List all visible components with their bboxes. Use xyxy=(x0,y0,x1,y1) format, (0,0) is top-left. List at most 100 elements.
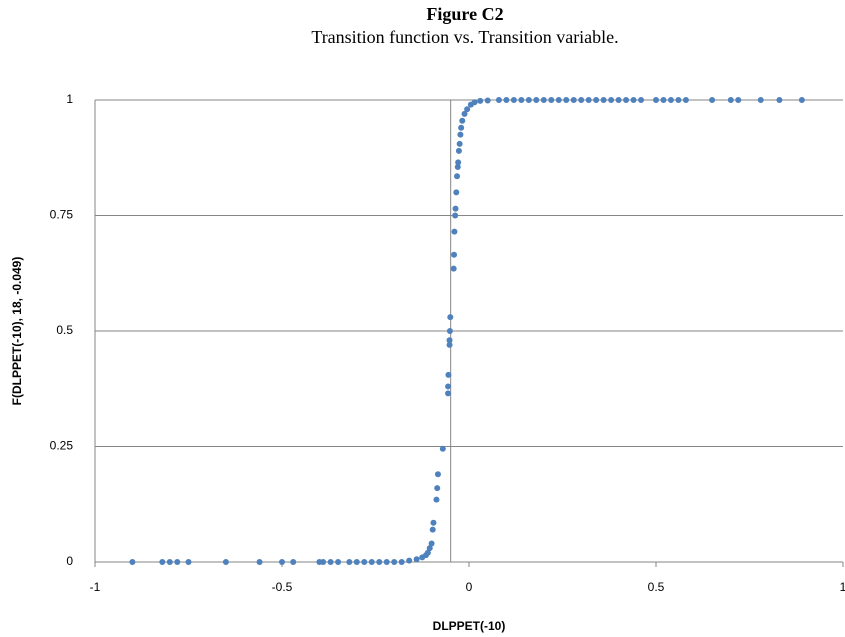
point xyxy=(682,97,689,103)
point xyxy=(495,97,502,103)
point xyxy=(447,314,454,321)
point xyxy=(540,97,547,103)
point xyxy=(459,117,466,124)
point xyxy=(461,110,468,117)
point xyxy=(430,519,437,526)
point xyxy=(484,97,491,104)
point xyxy=(434,471,441,478)
point xyxy=(327,559,334,565)
point xyxy=(450,265,457,272)
point xyxy=(433,496,440,503)
point xyxy=(452,212,459,219)
point xyxy=(445,390,452,397)
point xyxy=(757,97,764,103)
point xyxy=(279,559,285,565)
point xyxy=(424,549,431,556)
point xyxy=(585,97,592,103)
y-tick-label: 0.25 xyxy=(50,439,74,453)
chart-title: Figure C2 xyxy=(426,4,503,24)
point xyxy=(335,559,342,565)
point xyxy=(600,97,607,103)
point xyxy=(563,97,570,103)
point xyxy=(129,559,136,565)
point xyxy=(555,97,562,103)
point xyxy=(455,147,462,154)
point xyxy=(608,97,615,103)
point xyxy=(185,559,192,565)
point xyxy=(548,97,555,103)
point xyxy=(290,559,297,565)
point xyxy=(406,557,413,564)
point xyxy=(159,559,166,565)
point xyxy=(434,485,441,492)
point xyxy=(675,97,682,103)
point xyxy=(446,328,453,334)
point xyxy=(166,559,173,565)
point xyxy=(518,97,525,103)
point xyxy=(439,445,446,452)
point xyxy=(510,97,517,103)
x-axis-label: DLPPET(-10) xyxy=(433,619,506,633)
point xyxy=(454,173,461,180)
x-tick-label: 1 xyxy=(840,580,845,594)
point xyxy=(429,526,436,533)
point xyxy=(776,97,783,103)
point xyxy=(456,140,463,147)
y-tick-label: 0.5 xyxy=(56,323,73,337)
point xyxy=(457,131,464,138)
point xyxy=(222,559,229,565)
point xyxy=(446,341,453,348)
y-tick-label: 0 xyxy=(66,554,73,568)
point xyxy=(653,97,659,103)
point xyxy=(445,371,452,378)
point xyxy=(570,97,577,103)
point xyxy=(376,559,383,565)
point xyxy=(256,559,263,565)
point xyxy=(454,163,461,170)
point xyxy=(361,559,368,565)
chart-subtitle: Transition function vs. Transition varia… xyxy=(311,27,618,47)
point xyxy=(503,97,510,103)
point xyxy=(533,97,540,103)
point xyxy=(320,559,327,565)
point xyxy=(458,124,465,131)
point xyxy=(638,97,645,103)
x-tick-label: 0 xyxy=(466,580,473,594)
point xyxy=(798,97,805,103)
point xyxy=(630,97,637,103)
point xyxy=(353,559,360,565)
point xyxy=(174,559,181,565)
point xyxy=(383,559,390,565)
point xyxy=(391,559,398,565)
point xyxy=(451,228,458,235)
point xyxy=(368,559,375,565)
point xyxy=(593,97,600,103)
y-tick-label: 1 xyxy=(66,92,73,106)
point xyxy=(471,99,478,106)
point xyxy=(735,97,742,103)
point xyxy=(451,251,458,258)
point xyxy=(446,337,453,344)
x-tick-label: -0.5 xyxy=(272,580,293,594)
point xyxy=(660,97,667,103)
point xyxy=(623,97,630,103)
point xyxy=(464,106,471,113)
point xyxy=(578,97,585,103)
point xyxy=(667,97,674,103)
point xyxy=(452,205,459,212)
point xyxy=(428,540,435,547)
point xyxy=(398,559,405,565)
point xyxy=(426,545,433,552)
point xyxy=(445,383,452,390)
point xyxy=(709,97,716,103)
point xyxy=(525,97,532,103)
point xyxy=(615,97,622,103)
point xyxy=(727,97,734,103)
point xyxy=(453,189,460,196)
point xyxy=(346,559,353,565)
point xyxy=(455,159,462,166)
x-tick-label: 0.5 xyxy=(648,580,665,594)
y-axis-label: F(DLPPET(-10), 18, -0.049) xyxy=(10,257,24,406)
